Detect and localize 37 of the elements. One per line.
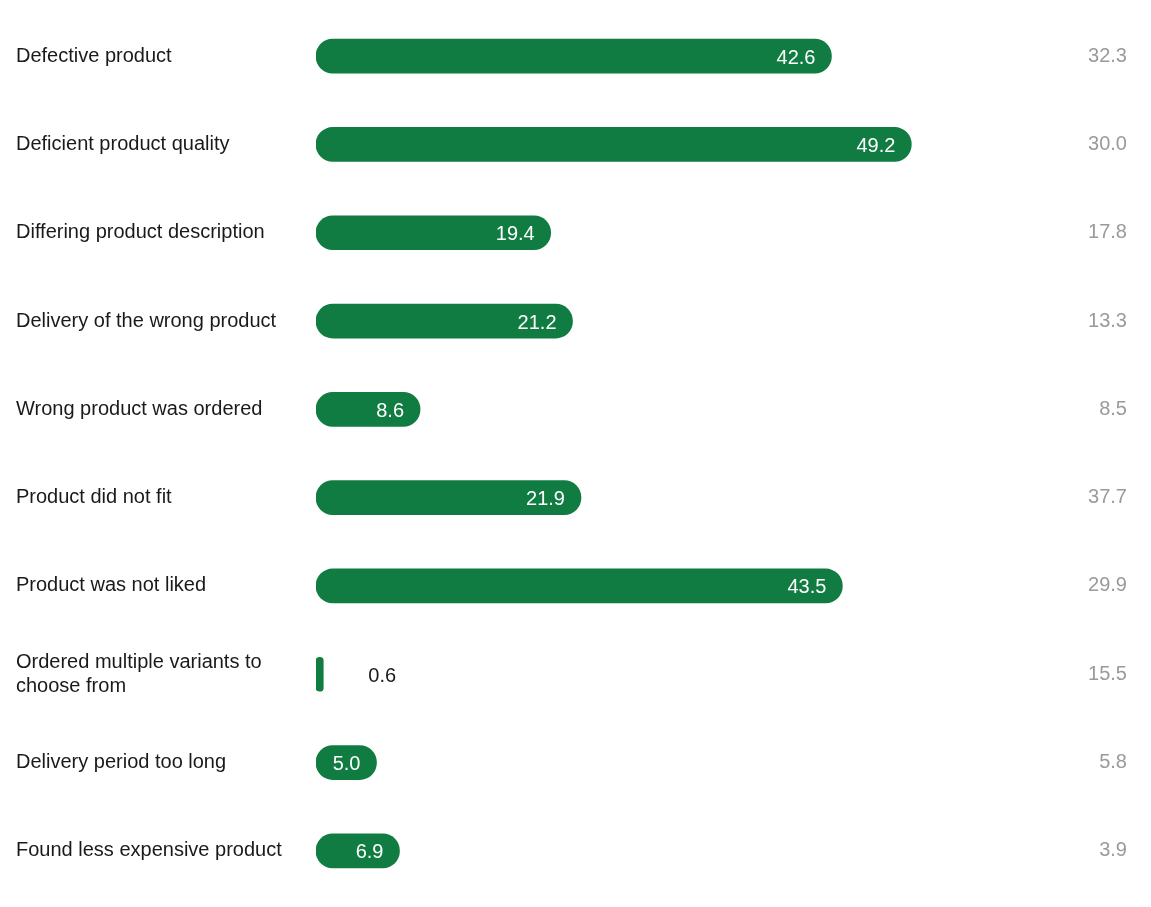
bar — [316, 303, 573, 339]
data-label: 21.9 — [526, 487, 565, 510]
text: 15.5 — [1088, 661, 1127, 684]
text: 29.9 — [1088, 573, 1127, 596]
text: 30.0 — [1088, 131, 1127, 154]
y-tick-label: Delivery of the wrong product — [16, 308, 277, 331]
data-label: 49.2 — [856, 133, 896, 156]
y-tick-label: Deficient product quality — [16, 131, 230, 154]
text: 37.7 — [1088, 485, 1127, 508]
data-label: 19.4 — [495, 222, 535, 245]
text: 8.5 — [1099, 396, 1127, 419]
data-label: 42.6 — [776, 45, 816, 68]
data-label: 43.5 — [787, 575, 827, 598]
bar — [316, 656, 324, 692]
y-tick-label: Defective product — [16, 43, 173, 66]
y-tick-label: Product was not liked — [16, 573, 207, 596]
bar — [316, 215, 552, 251]
y-tick-label: Differing product description — [16, 220, 265, 243]
data-label: 21.2 — [517, 310, 557, 333]
data-label: 0.6 — [368, 663, 397, 686]
text: 32.3 — [1088, 43, 1127, 66]
data-label: 5.0 — [332, 752, 361, 775]
bar — [316, 480, 582, 515]
bar — [316, 127, 912, 162]
y-tick-label: Found less expensive product — [16, 838, 283, 861]
text: 17.8 — [1088, 220, 1127, 243]
y-tick-label: Product did not fit — [16, 485, 173, 508]
y-tick-label: Wrong product was ordered — [16, 396, 263, 419]
text: 3.9 — [1099, 838, 1127, 861]
text: 13.3 — [1088, 308, 1127, 331]
bar — [316, 568, 843, 604]
data-label: 6.9 — [355, 840, 384, 863]
data-label: 8.6 — [376, 398, 405, 421]
text: 5.8 — [1099, 750, 1127, 773]
bar — [316, 38, 832, 74]
y-tick-label: Ordered multiple variants to choose from — [16, 649, 262, 696]
y-tick-label: Delivery period too long — [16, 750, 227, 773]
